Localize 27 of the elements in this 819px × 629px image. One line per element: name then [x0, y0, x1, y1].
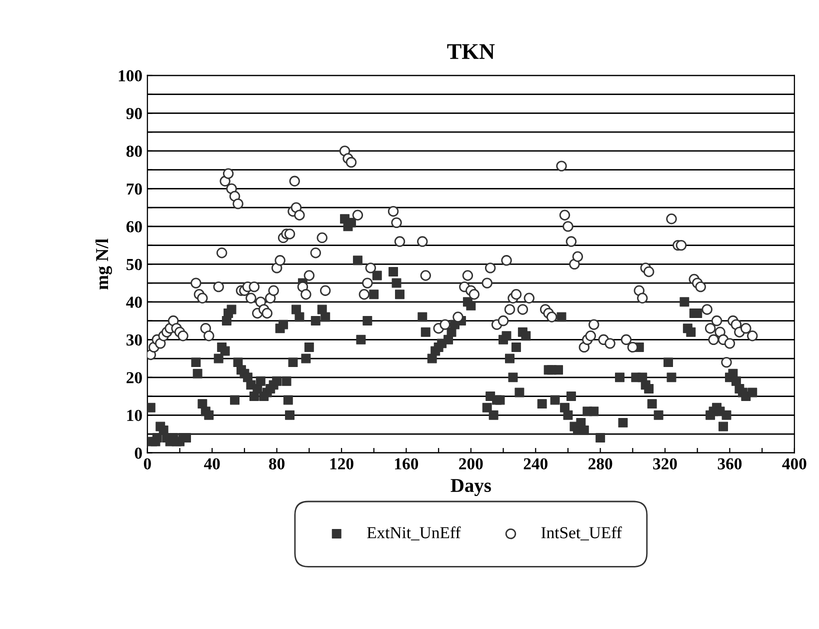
- x-tick-label: 200: [459, 458, 483, 470]
- x-tick-label: 80: [269, 458, 285, 470]
- y-tick-label: 100: [118, 70, 142, 82]
- chart-title: TKN: [447, 44, 495, 59]
- x-tick-label: 280: [588, 458, 612, 470]
- y-tick-label: 20: [126, 372, 142, 384]
- y-tick-label: 0: [134, 448, 142, 459]
- x-tick-label: 160: [395, 458, 418, 470]
- x-axis-title: Days: [450, 479, 491, 496]
- y-axis-title: mg N/l: [95, 238, 112, 290]
- y-tick-label: 30: [126, 334, 142, 346]
- y-tick-label: 50: [126, 258, 142, 270]
- y-tick-label: 60: [126, 221, 142, 232]
- x-tick-label: 240: [524, 458, 548, 470]
- x-tick-label: 320: [653, 458, 677, 470]
- y-tick-label: 70: [126, 183, 142, 195]
- x-tick-label: 400: [782, 458, 806, 470]
- y-tick-label: 90: [126, 108, 142, 120]
- x-tick-label: 360: [718, 458, 742, 470]
- legend-label: IntSet_UEff: [541, 526, 622, 540]
- x-tick-label: 0: [144, 458, 151, 470]
- y-tick-label: 80: [126, 146, 142, 157]
- x-tick-label: 40: [204, 458, 220, 470]
- legend-label: ExtNit_UnEff: [367, 526, 461, 540]
- y-tick-label: 10: [127, 410, 142, 422]
- x-tick-label: 120: [330, 458, 354, 470]
- y-tick-label: 40: [126, 296, 142, 308]
